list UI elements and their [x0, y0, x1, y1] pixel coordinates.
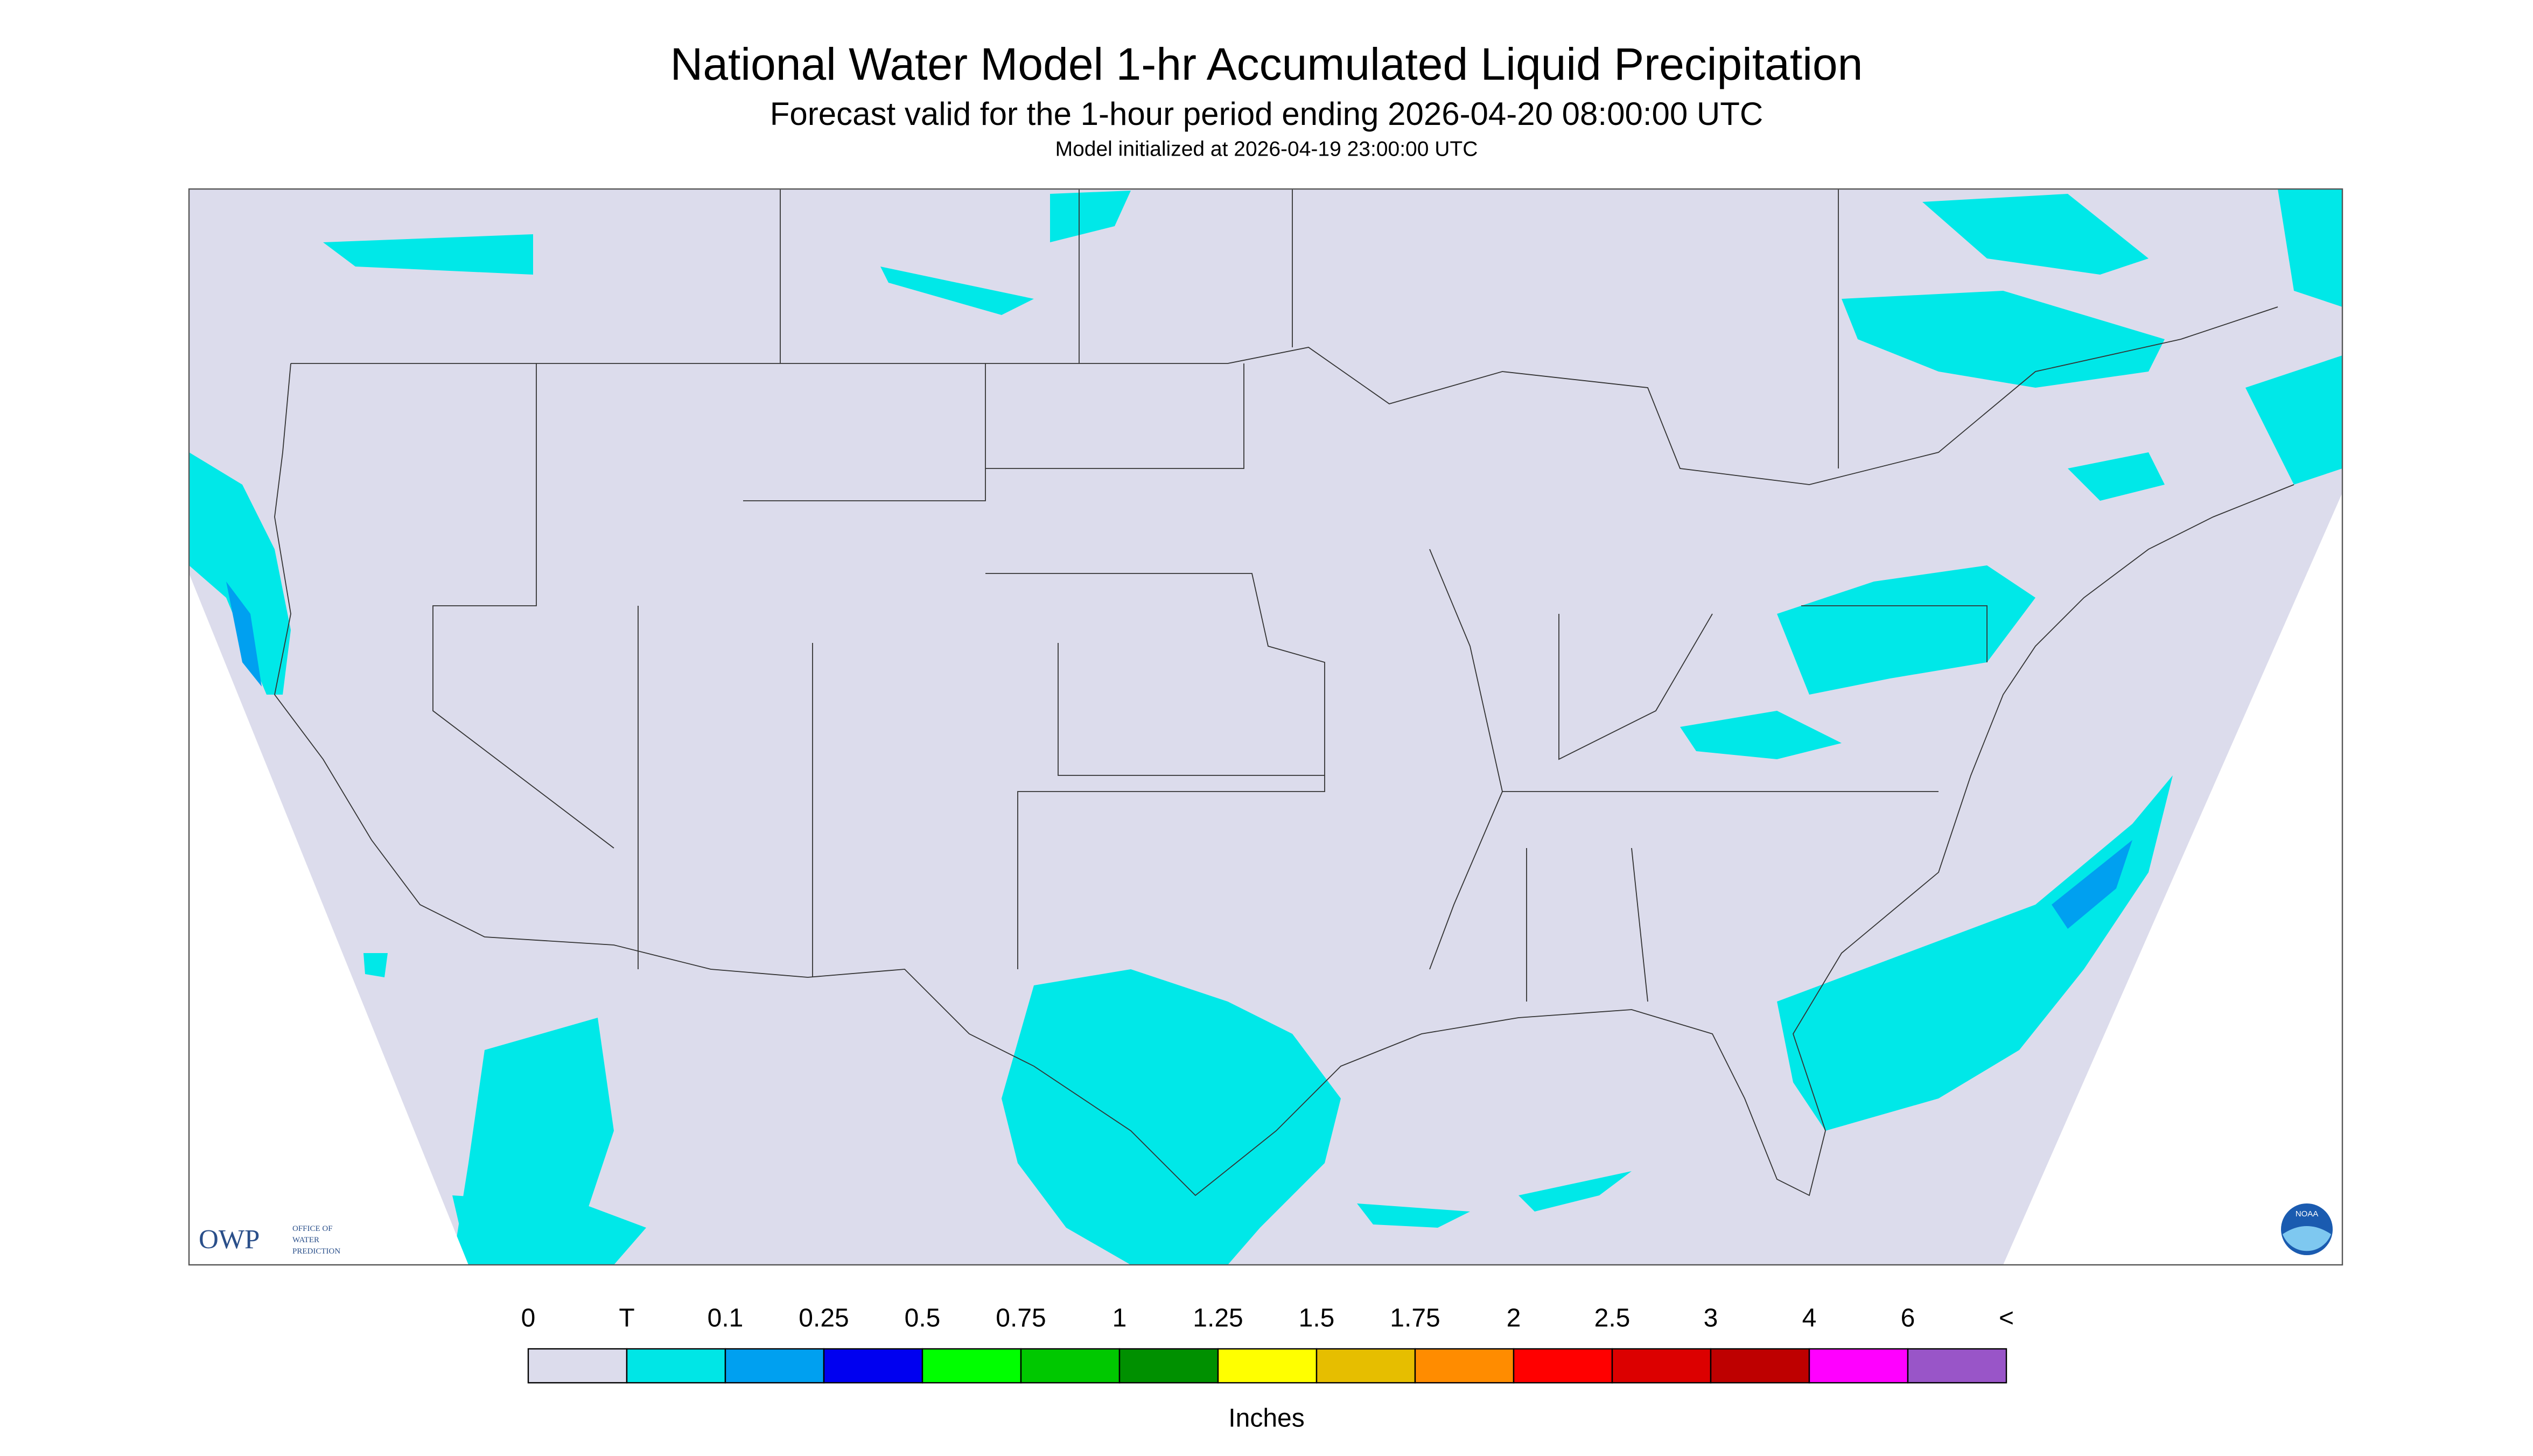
- legend-swatch: [1513, 1348, 1613, 1384]
- legend-swatch: [1020, 1348, 1121, 1384]
- boundaries: [274, 189, 2294, 1196]
- legend-label: 1.75: [1390, 1304, 1440, 1333]
- owp-text: OFFICE OF: [292, 1224, 333, 1233]
- map: [188, 188, 2343, 1266]
- legend-swatch: [1217, 1348, 1318, 1384]
- legend-label: 0.5: [905, 1304, 941, 1333]
- noaa-logo: NOAA: [2281, 1203, 2333, 1256]
- legend-label: 1.5: [1299, 1304, 1335, 1333]
- legend-swatch: [724, 1348, 825, 1384]
- legend-label: 2.5: [1594, 1304, 1631, 1333]
- legend-swatch: [1118, 1348, 1219, 1384]
- legend-swatch: [1907, 1348, 2007, 1384]
- legend-swatch: [1808, 1348, 1909, 1384]
- legend-unit: Inches: [1228, 1404, 1304, 1433]
- legend-swatch: [626, 1348, 726, 1384]
- legend-label: 0.1: [708, 1304, 744, 1333]
- legend-swatch: [1316, 1348, 1416, 1384]
- subtitle: Forecast valid for the 1-hour period end…: [770, 96, 1763, 132]
- legend-swatch: [921, 1348, 1022, 1384]
- init-time: Model initialized at 2026-04-19 23:00:00…: [1055, 137, 1478, 160]
- title: National Water Model 1-hr Accumulated Li…: [670, 39, 1863, 89]
- legend-swatch: [1414, 1348, 1515, 1384]
- legend-swatch: [527, 1348, 628, 1384]
- legend-swatch: [1710, 1348, 1810, 1384]
- owp-text: PREDICTION: [292, 1247, 340, 1256]
- legend-label: 2: [1507, 1304, 1521, 1333]
- legend-label: 4: [1802, 1304, 1817, 1333]
- legend-label: 3: [1704, 1304, 1718, 1333]
- legend-label: 0.25: [799, 1304, 849, 1333]
- noaa-mark: NOAA: [2296, 1209, 2319, 1219]
- legend-label: T: [619, 1304, 634, 1333]
- legend-label: 0.75: [996, 1304, 1046, 1333]
- precipitation: [189, 189, 2342, 1265]
- legend-swatch: [1611, 1348, 1712, 1384]
- legend-label: <: [1999, 1304, 2014, 1333]
- legend-label: 1.25: [1193, 1304, 1243, 1333]
- legend-label: 0: [521, 1304, 536, 1333]
- legend-label: 6: [1901, 1304, 1915, 1333]
- owp-mark: OWP: [199, 1225, 260, 1255]
- owp-text: WATER: [292, 1236, 319, 1244]
- legend: 0 T 0.1 0.25 0.5 0.75 1 1.25 1.5 1.75 2 2.5 3 4 6 <: [521, 1304, 2014, 1384]
- owp-logo: OWP OFFICE OF WATER PREDICTION: [199, 1224, 340, 1256]
- legend-label: 1: [1112, 1304, 1127, 1333]
- legend-swatch: [823, 1348, 923, 1384]
